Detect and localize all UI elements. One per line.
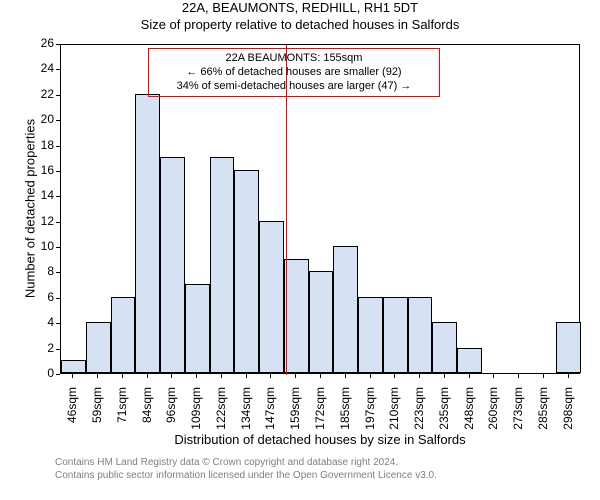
y-tick-label: 20 xyxy=(30,112,54,126)
y-tick-mark xyxy=(56,120,60,121)
x-tick-label: 185sqm xyxy=(338,387,352,437)
x-tick-label: 285sqm xyxy=(536,387,550,437)
y-tick-label: 26 xyxy=(30,36,54,50)
y-tick-label: 2 xyxy=(30,341,54,355)
x-tick-mark xyxy=(295,374,296,378)
annotation-line1: 22A BEAUMONTS: 155sqm xyxy=(157,52,431,66)
x-tick-mark xyxy=(221,374,222,378)
y-tick-mark xyxy=(56,349,60,350)
histogram-bar xyxy=(457,348,482,373)
y-tick-label: 12 xyxy=(30,214,54,228)
x-tick-mark xyxy=(171,374,172,378)
histogram-bar xyxy=(408,297,433,373)
y-tick-label: 18 xyxy=(30,138,54,152)
histogram-bar xyxy=(333,246,358,373)
x-tick-mark xyxy=(246,374,247,378)
histogram-bar xyxy=(135,94,160,373)
x-tick-label: 298sqm xyxy=(561,387,575,437)
histogram-bar xyxy=(383,297,408,373)
chart-title: 22A, BEAUMONTS, REDHILL, RH1 5DT xyxy=(0,0,600,15)
y-tick-mark xyxy=(56,323,60,324)
histogram-bar xyxy=(358,297,383,373)
histogram-bar xyxy=(284,259,309,373)
annotation-line2: ← 66% of detached houses are smaller (92… xyxy=(157,66,431,80)
annotation-box: 22A BEAUMONTS: 155sqm ← 66% of detached … xyxy=(148,48,440,97)
annotation-line3: 34% of semi-detached houses are larger (… xyxy=(157,80,431,94)
y-tick-mark xyxy=(56,69,60,70)
x-tick-label: 84sqm xyxy=(140,387,154,437)
x-tick-mark xyxy=(444,374,445,378)
x-tick-label: 46sqm xyxy=(65,387,79,437)
x-tick-mark xyxy=(72,374,73,378)
y-tick-label: 6 xyxy=(30,290,54,304)
x-tick-mark xyxy=(196,374,197,378)
x-tick-label: 109sqm xyxy=(189,387,203,437)
y-tick-label: 10 xyxy=(30,239,54,253)
attribution-line2: Contains public sector information licen… xyxy=(55,469,575,482)
y-tick-label: 14 xyxy=(30,188,54,202)
y-tick-mark xyxy=(56,171,60,172)
y-tick-label: 22 xyxy=(30,87,54,101)
x-tick-mark xyxy=(419,374,420,378)
x-tick-label: 122sqm xyxy=(214,387,228,437)
x-tick-label: 159sqm xyxy=(288,387,302,437)
y-tick-label: 4 xyxy=(30,315,54,329)
x-tick-mark xyxy=(394,374,395,378)
y-tick-mark xyxy=(56,95,60,96)
chart-subtitle: Size of property relative to detached ho… xyxy=(0,17,600,32)
x-tick-mark xyxy=(122,374,123,378)
y-tick-mark xyxy=(56,44,60,45)
x-tick-mark xyxy=(270,374,271,378)
y-tick-mark xyxy=(56,374,60,375)
histogram-bar xyxy=(160,157,185,373)
y-tick-mark xyxy=(56,196,60,197)
histogram-bar xyxy=(234,170,259,373)
x-tick-mark xyxy=(543,374,544,378)
x-tick-label: 223sqm xyxy=(412,387,426,437)
x-tick-mark xyxy=(97,374,98,378)
attribution-text: Contains HM Land Registry data © Crown c… xyxy=(55,456,575,482)
x-tick-mark xyxy=(469,374,470,378)
x-tick-label: 147sqm xyxy=(263,387,277,437)
x-tick-label: 134sqm xyxy=(239,387,253,437)
histogram-bar xyxy=(309,271,334,373)
y-tick-mark xyxy=(56,298,60,299)
y-tick-label: 24 xyxy=(30,61,54,75)
y-tick-label: 8 xyxy=(30,264,54,278)
x-tick-mark xyxy=(147,374,148,378)
attribution-line1: Contains HM Land Registry data © Crown c… xyxy=(55,456,575,469)
x-tick-label: 248sqm xyxy=(462,387,476,437)
chart-container: { "title": "22A, BEAUMONTS, REDHILL, RH1… xyxy=(0,0,600,500)
x-tick-label: 59sqm xyxy=(90,387,104,437)
x-tick-label: 235sqm xyxy=(437,387,451,437)
histogram-bar xyxy=(111,297,136,373)
x-tick-mark xyxy=(370,374,371,378)
y-tick-mark xyxy=(56,222,60,223)
y-tick-mark xyxy=(56,272,60,273)
x-tick-mark xyxy=(568,374,569,378)
x-tick-label: 71sqm xyxy=(115,387,129,437)
x-tick-mark xyxy=(345,374,346,378)
histogram-bar xyxy=(432,322,457,373)
histogram-bar xyxy=(86,322,111,373)
x-tick-label: 197sqm xyxy=(363,387,377,437)
x-tick-label: 96sqm xyxy=(164,387,178,437)
x-tick-label: 172sqm xyxy=(313,387,327,437)
histogram-bar xyxy=(556,322,581,373)
y-tick-mark xyxy=(56,247,60,248)
y-tick-label: 16 xyxy=(30,163,54,177)
x-tick-label: 210sqm xyxy=(387,387,401,437)
histogram-bar xyxy=(210,157,235,373)
x-tick-label: 260sqm xyxy=(486,387,500,437)
y-tick-mark xyxy=(56,146,60,147)
histogram-bar xyxy=(259,221,284,373)
histogram-bar xyxy=(61,360,86,373)
x-tick-mark xyxy=(518,374,519,378)
x-tick-label: 273sqm xyxy=(511,387,525,437)
x-tick-mark xyxy=(493,374,494,378)
histogram-bar xyxy=(185,284,210,373)
x-tick-mark xyxy=(320,374,321,378)
y-tick-label: 0 xyxy=(30,366,54,380)
